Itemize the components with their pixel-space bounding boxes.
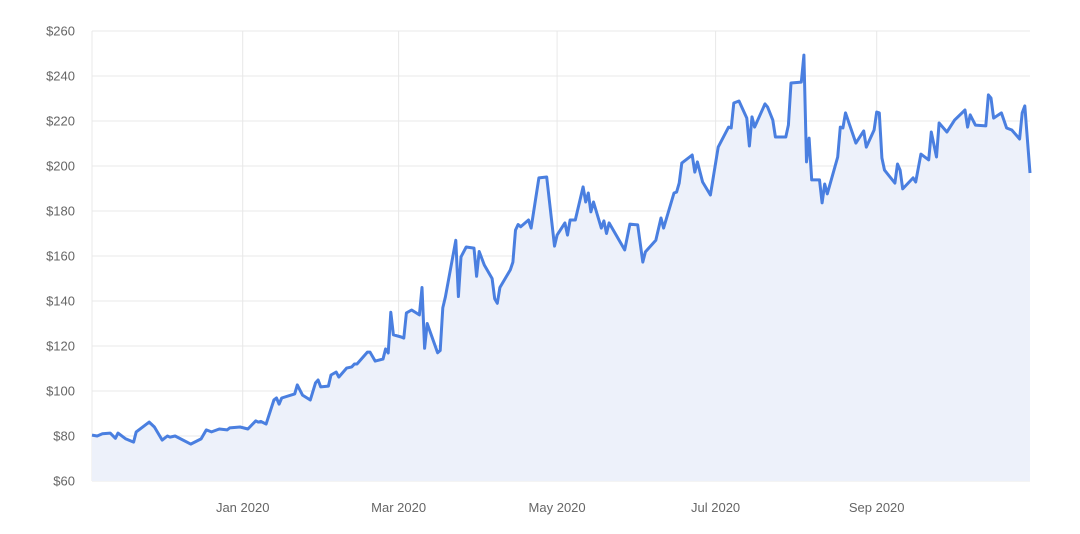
y-axis-labels: $60 $80 $100 $120 $140 $160 $180 $200 $220 $240 $2… <box>46 24 75 489</box>
x-tick-label: Mar 2020 <box>371 500 426 515</box>
y-tick-label: $180 <box>46 204 75 219</box>
y-tick-label: $140 <box>46 294 75 309</box>
x-tick-label: Jul 2020 <box>691 500 740 515</box>
x-axis-labels: Jan 2020 Mar 2020 May 2020 Jul 2020 Sep 2020 <box>216 500 905 515</box>
x-tick-label: May 2020 <box>529 500 586 515</box>
series-area-fill <box>92 55 1030 481</box>
y-tick-label: $160 <box>46 249 75 264</box>
y-tick-label: $80 <box>53 429 75 444</box>
x-tick-label: Sep 2020 <box>849 500 905 515</box>
series-line <box>91 53 1032 446</box>
y-tick-label: $100 <box>46 384 75 399</box>
x-tick-label: Jan 2020 <box>216 500 270 515</box>
y-tick-label: $240 <box>46 69 75 84</box>
y-tick-label: $260 <box>46 24 75 39</box>
y-tick-label: $120 <box>46 339 75 354</box>
y-tick-label: $200 <box>46 159 75 174</box>
y-tick-label: $220 <box>46 114 75 129</box>
y-tick-label: $60 <box>53 474 75 489</box>
